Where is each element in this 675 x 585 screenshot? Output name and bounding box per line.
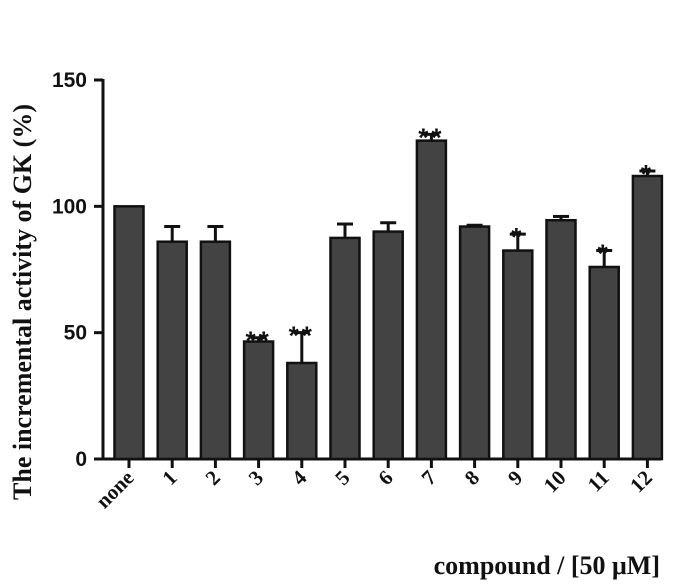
x-tick-label: 1 [157,466,181,490]
y-axis-ticks: 0 50 100 150 [52,69,103,471]
x-tick-label: 6 [373,466,397,490]
bar-2 [199,240,232,461]
x-tick-label: 9 [503,466,527,490]
bar-6 [372,230,404,461]
y-tick-label: 50 [64,322,87,345]
x-tick-label: 7 [417,466,441,490]
significance-marker: ** [289,321,315,351]
x-tick-label: 12 [625,466,657,498]
x-tick-label: 10 [539,466,571,498]
x-tick-label: 11 [583,466,614,497]
significance-marker: * [641,159,654,189]
x-tick-label: 2 [201,466,225,490]
x-tick-label: 5 [330,466,354,490]
x-tick-label: none [91,466,139,514]
bar-10 [545,218,577,461]
x-axis-ticks: none 1 2 3 4 5 6 7 8 9 10 11 12 [91,459,657,513]
y-tick-label: 0 [75,448,87,471]
bar-3 [242,340,275,461]
bar-12 [631,174,664,461]
x-tick-label: 3 [244,466,268,490]
bar-1 [156,240,188,461]
bar-none [113,205,145,461]
bars: ** ******* [113,122,664,461]
bar-5 [329,236,361,461]
x-tick-label: 4 [287,465,312,490]
x-axis-title: compound / [50 μM] [434,551,660,580]
bar-7 [415,139,448,461]
significance-marker: ** [245,326,271,356]
x-tick-label: 8 [460,466,484,490]
bar-8 [458,225,491,461]
significance-marker: ** [418,122,444,152]
y-tick-label: 150 [52,69,87,92]
y-axis-title: The incremental activity of GK (%) [8,104,37,500]
bar-11 [588,265,620,461]
bar-9 [502,249,534,461]
bar-4 [286,361,318,461]
significance-marker: * [598,239,611,269]
y-tick-label: 100 [52,195,87,218]
significance-marker: * [511,222,524,252]
